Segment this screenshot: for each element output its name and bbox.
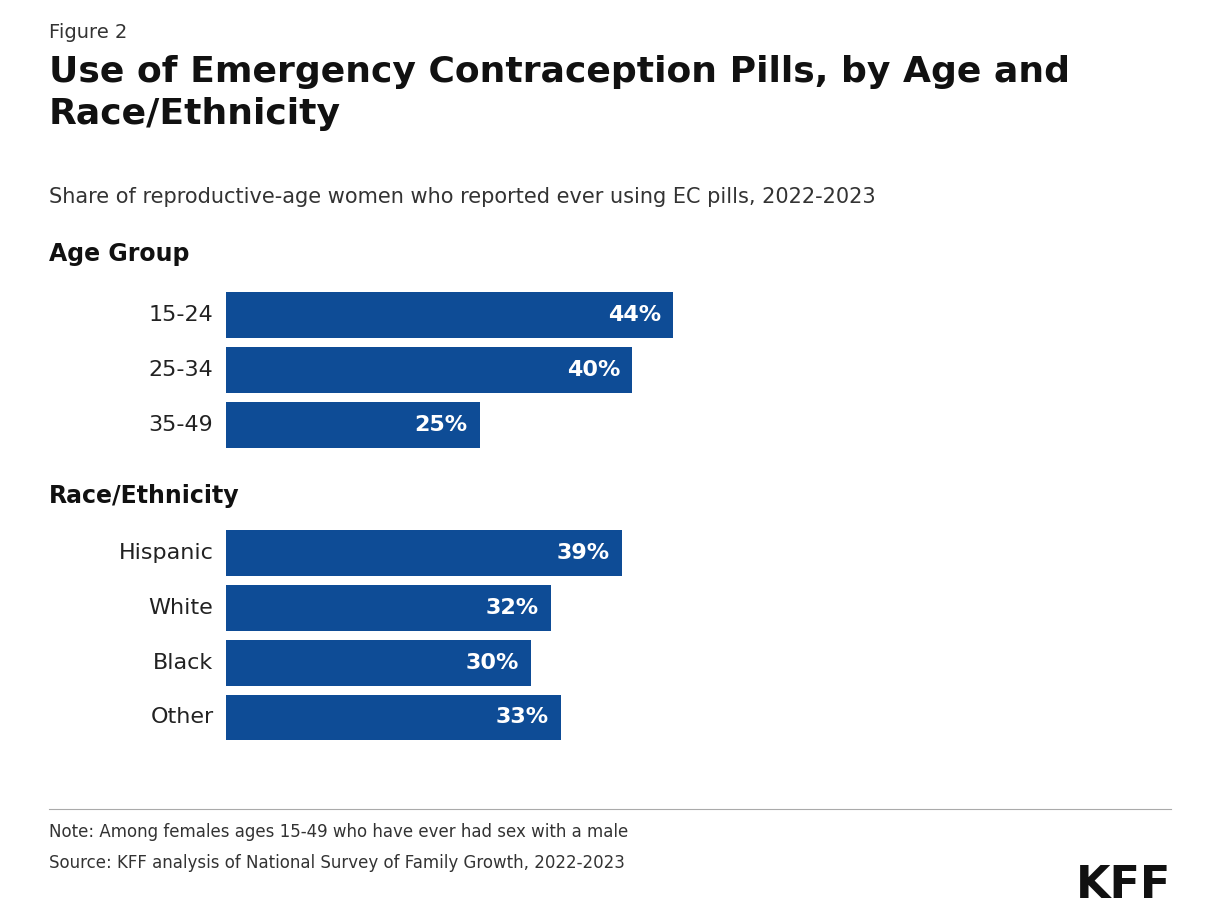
Text: Share of reproductive-age women who reported ever using EC pills, 2022-2023: Share of reproductive-age women who repo… [49, 187, 876, 207]
Text: 32%: 32% [486, 598, 539, 618]
Text: KFF: KFF [1076, 864, 1171, 907]
Text: Use of Emergency Contraception Pills, by Age and
Race/Ethnicity: Use of Emergency Contraception Pills, by… [49, 55, 1070, 131]
FancyBboxPatch shape [226, 402, 479, 448]
Text: Age Group: Age Group [49, 242, 189, 266]
FancyBboxPatch shape [226, 530, 622, 576]
Text: 25%: 25% [415, 415, 467, 435]
FancyBboxPatch shape [226, 585, 551, 631]
Text: Figure 2: Figure 2 [49, 23, 127, 42]
Text: 35-49: 35-49 [149, 415, 214, 435]
FancyBboxPatch shape [226, 292, 673, 338]
FancyBboxPatch shape [226, 347, 632, 393]
Text: 40%: 40% [567, 360, 620, 380]
Text: 30%: 30% [465, 653, 518, 673]
Text: 15-24: 15-24 [149, 305, 214, 325]
Text: Hispanic: Hispanic [118, 543, 214, 563]
Text: 33%: 33% [495, 707, 549, 728]
Text: White: White [149, 598, 214, 618]
Text: Note: Among females ages 15-49 who have ever had sex with a male: Note: Among females ages 15-49 who have … [49, 823, 628, 841]
FancyBboxPatch shape [226, 695, 561, 740]
Text: Race/Ethnicity: Race/Ethnicity [49, 484, 239, 508]
Text: Other: Other [150, 707, 214, 728]
Text: 25-34: 25-34 [149, 360, 214, 380]
Text: 39%: 39% [556, 543, 610, 563]
Text: Source: KFF analysis of National Survey of Family Growth, 2022-2023: Source: KFF analysis of National Survey … [49, 854, 625, 872]
FancyBboxPatch shape [226, 640, 531, 686]
Text: Black: Black [154, 653, 214, 673]
Text: 44%: 44% [608, 305, 661, 325]
